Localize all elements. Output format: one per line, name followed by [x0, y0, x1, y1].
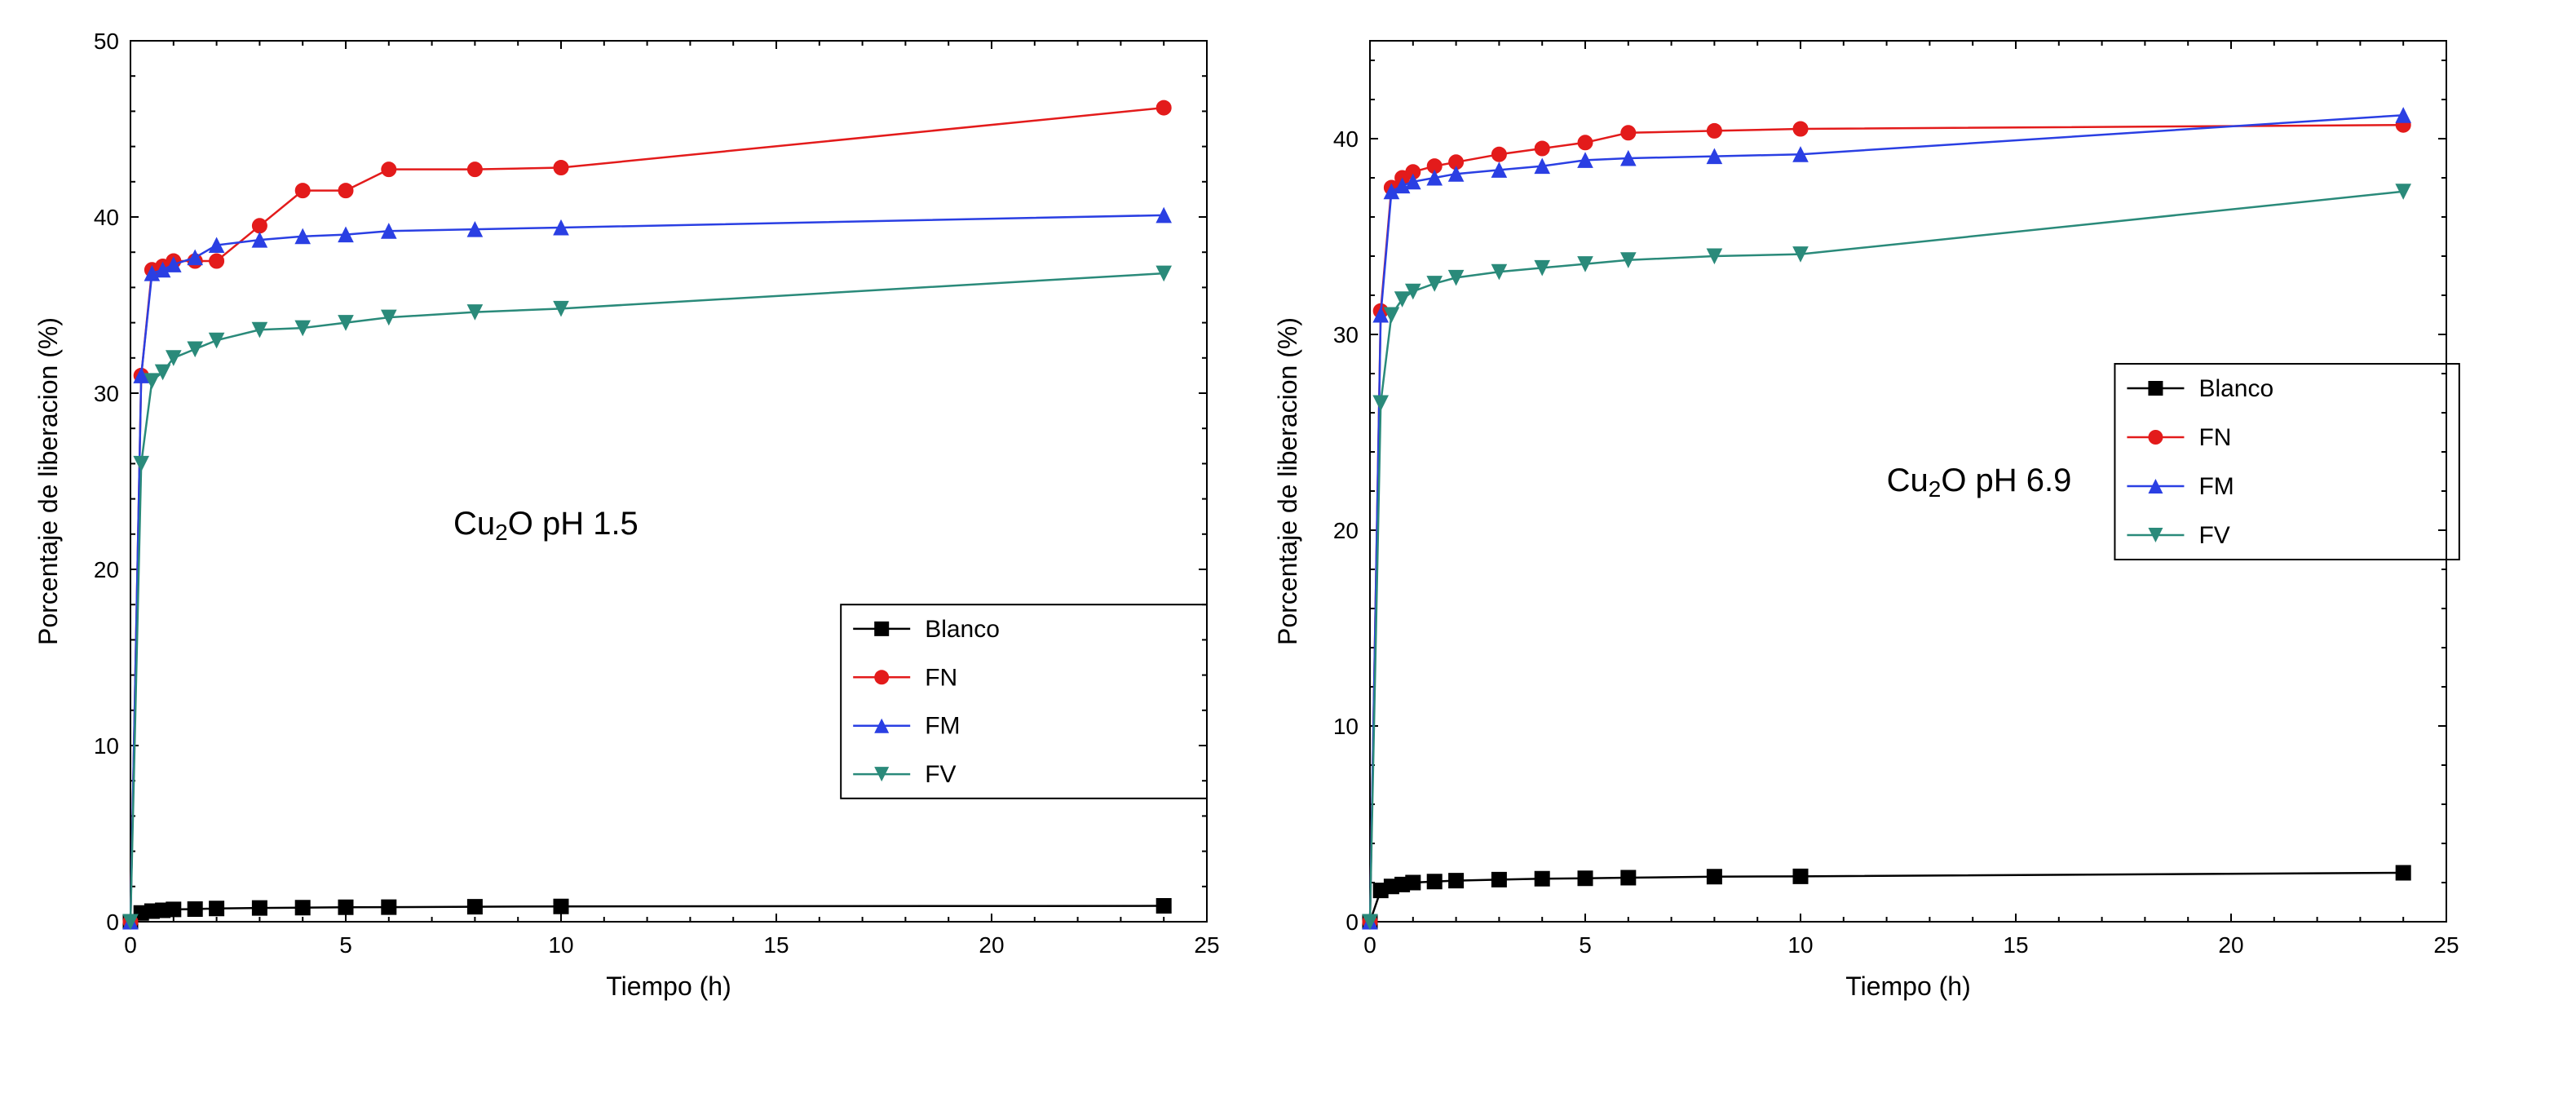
marker-Blanco — [1491, 872, 1506, 887]
marker-FV — [210, 333, 224, 347]
marker-FN — [1578, 135, 1593, 150]
marker-Blanco — [1156, 899, 1171, 914]
series-line-FM — [130, 215, 1164, 922]
marker-FN — [252, 219, 267, 233]
ytick-label: 30 — [1333, 322, 1359, 347]
chart-wrap: 051015202501020304050Tiempo (h)Porcentaj… — [0, 0, 2576, 1044]
marker-FN — [1491, 147, 1506, 162]
marker-Blanco — [467, 900, 482, 914]
legend-label: Blanco — [2198, 375, 2273, 402]
marker-Blanco — [210, 901, 224, 916]
series-line-FN — [130, 108, 1164, 922]
ytick-label: 50 — [94, 29, 119, 54]
legend-label: FN — [2198, 424, 2231, 451]
legend-box — [841, 604, 1207, 799]
marker-Blanco — [1535, 871, 1549, 886]
xtick-label: 25 — [2433, 932, 2459, 958]
ytick-label: 10 — [1333, 714, 1359, 739]
marker-Blanco — [1707, 870, 1721, 884]
marker-FV — [1395, 292, 1410, 307]
marker-FN — [295, 184, 310, 198]
legend-marker — [874, 622, 889, 636]
xtick-label: 20 — [2218, 932, 2243, 958]
marker-FV — [188, 342, 202, 356]
xtick-label: 10 — [1787, 932, 1813, 958]
xlabel: Tiempo (h) — [606, 971, 731, 1001]
ytick-label: 40 — [1333, 126, 1359, 152]
marker-FN — [554, 161, 568, 175]
marker-Blanco — [338, 900, 353, 914]
marker-Blanco — [188, 901, 202, 916]
xtick-label: 15 — [763, 932, 789, 958]
legend-label: FN — [925, 664, 957, 691]
chart-svg-left: 0 5 10 15 20 25 0 10 20 30 40 50 Tiempo (h) Porcentaj… — [24, 16, 1231, 1028]
marker-Blanco — [295, 901, 310, 915]
marker-Blanco — [2396, 865, 2410, 880]
ytick-label: 20 — [1333, 518, 1359, 543]
marker-FN — [382, 162, 396, 177]
legend-marker — [2148, 430, 2163, 445]
legend-label: FV — [2198, 522, 2229, 549]
legend-marker — [874, 670, 889, 684]
marker-Blanco — [252, 901, 267, 915]
xtick-label: 20 — [979, 932, 1004, 958]
ytick-label: 30 — [94, 381, 119, 406]
marker-FN — [1156, 100, 1171, 115]
marker-Blanco — [1406, 875, 1421, 890]
series-line-Blanco — [1370, 873, 2403, 922]
chart-svg-right: 0 5 10 15 20 25 0 10 20 30 40 Tiempo (h) Porcentaje … — [1264, 16, 2471, 1028]
chart-title: Cu2O pH 6.9 — [1887, 462, 2072, 502]
ytick-label: 0 — [1345, 909, 1359, 935]
marker-FN — [467, 162, 482, 177]
xtick-label: 5 — [1579, 932, 1592, 958]
marker-FV — [1373, 396, 1388, 410]
panel-right: 0 5 10 15 20 25 0 10 20 30 40 Tiempo (h) Porcentaje … — [1264, 16, 2471, 1028]
legend-marker — [2148, 381, 2163, 396]
chart-title: Cu2O pH 1.5 — [453, 506, 638, 545]
marker-Blanco — [1621, 870, 1636, 885]
marker-FV — [1427, 277, 1442, 291]
xtick-label: 0 — [1363, 932, 1376, 958]
marker-FN — [1535, 141, 1549, 156]
marker-Blanco — [554, 899, 568, 914]
marker-Blanco — [1427, 874, 1442, 889]
series-line-FV — [130, 273, 1164, 922]
marker-FV — [134, 456, 148, 471]
plot-frame — [130, 41, 1207, 922]
panel-left: 0 5 10 15 20 25 0 10 20 30 40 50 Tiempo (h) Porcentaj… — [24, 16, 1231, 1028]
marker-Blanco — [1578, 871, 1593, 886]
marker-FV — [1406, 284, 1421, 299]
legend-box — [2114, 364, 2459, 560]
ylabel: Porcentaje de liberacion (%) — [1273, 317, 1302, 645]
legend-label: FM — [925, 713, 960, 740]
legend-label: FV — [925, 761, 956, 788]
xlabel: Tiempo (h) — [1845, 971, 1971, 1001]
marker-Blanco — [1449, 874, 1464, 888]
marker-Blanco — [382, 900, 396, 914]
marker-FN — [210, 254, 224, 268]
series-line-FV — [1370, 192, 2403, 922]
ytick-label: 10 — [94, 733, 119, 759]
series-line-FM — [1370, 115, 2403, 922]
marker-FN — [1707, 123, 1721, 138]
ytick-label: 20 — [94, 557, 119, 582]
xtick-label: 0 — [124, 932, 137, 958]
ylabel: Porcentaje de liberacion (%) — [33, 317, 63, 645]
xtick-label: 15 — [2003, 932, 2028, 958]
xtick-label: 10 — [548, 932, 573, 958]
ytick-label: 40 — [94, 205, 119, 230]
marker-FN — [1793, 122, 1808, 136]
marker-FN — [1621, 126, 1636, 140]
xtick-label: 5 — [339, 932, 352, 958]
xtick-label: 25 — [1194, 932, 1219, 958]
marker-FN — [338, 184, 353, 198]
legend-label: Blanco — [925, 616, 1000, 643]
ytick-label: 0 — [106, 909, 119, 935]
legend-label: FM — [2198, 473, 2234, 500]
marker-Blanco — [1793, 869, 1808, 883]
marker-Blanco — [166, 902, 181, 917]
